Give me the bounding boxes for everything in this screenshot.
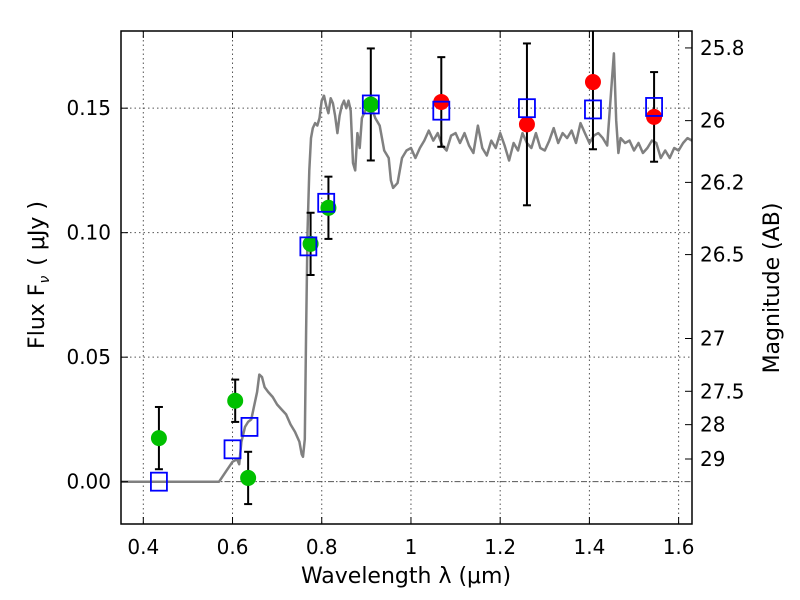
y-tick-label: 0.00: [66, 470, 111, 494]
y2-tick-label: 26.2: [700, 170, 745, 194]
y2-tick-label: 29: [700, 447, 725, 471]
data-point-circle: [584, 74, 601, 91]
data-point-square: [317, 192, 336, 213]
data-point-circle: [302, 235, 319, 252]
x-tick-label: 1.4: [573, 535, 605, 559]
y2-tick-label: 27: [700, 327, 725, 351]
y2-tick-label: 28: [700, 413, 725, 437]
model-spectrum-line: [121, 52, 692, 483]
y2-tick-label: 26.5: [700, 243, 745, 267]
data-point-square: [584, 99, 602, 120]
y2-tick-label: 25.8: [700, 36, 745, 60]
y2-tick-label: 26: [700, 109, 725, 133]
x-tick-label: 0.4: [127, 535, 159, 559]
y-axis-label-subscript: ν: [37, 276, 53, 284]
data-point-square: [518, 98, 536, 119]
x-tick-label: 0.8: [306, 535, 338, 559]
data-point-square: [299, 236, 318, 257]
data-point-circle: [240, 469, 257, 486]
y-axis-label-main: Flux F: [25, 284, 50, 349]
x-tick-label: 1.6: [663, 535, 695, 559]
data-point-circle: [646, 108, 663, 125]
x-axis-label: Wavelength λ (μm): [301, 564, 511, 589]
data-point-square: [223, 439, 242, 460]
y-axis-label: Flux Fν ( μJy ): [25, 201, 53, 349]
y2-tick-label: 27.5: [700, 379, 745, 403]
data-point-circle: [150, 430, 167, 447]
y-tick-label: 0.05: [66, 345, 111, 369]
data-series: [121, 31, 692, 506]
data-point-circle: [227, 392, 244, 409]
x-tick-label: 1: [405, 535, 418, 559]
plot-frame: [120, 30, 693, 525]
data-point-square: [645, 97, 663, 117]
y-tick-label: 0.10: [66, 221, 111, 245]
axis-ticks: 0.4 0.6 0.8 1 1.2 1.4 1.6 0.00 0.05 0.10 0.15 25.8 2…: [66, 31, 745, 559]
data-point-circle: [518, 116, 535, 133]
data-point-square: [432, 100, 451, 121]
data-point-square: [361, 94, 380, 115]
right-y-axis-label: Magnitude (AB): [760, 203, 785, 374]
x-tick-label: 1.2: [484, 535, 516, 559]
grid-lines: [121, 31, 692, 524]
data-point-square: [240, 416, 259, 437]
data-point-square: [150, 471, 168, 492]
data-point-circle: [362, 96, 379, 113]
y-axis-label-unit: ( μJy ): [25, 201, 50, 266]
x-tick-label: 0.6: [217, 535, 249, 559]
y-tick-label: 0.15: [66, 96, 111, 120]
